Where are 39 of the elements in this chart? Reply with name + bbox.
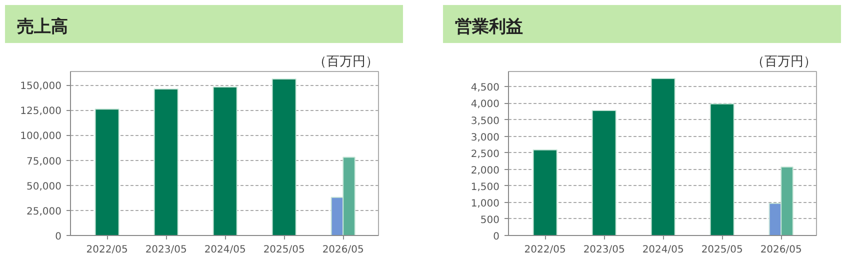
y-tick-label: 125,000	[20, 106, 62, 118]
y-tick-label: 4,000	[470, 99, 500, 110]
y-axis-title: （百万円）	[314, 54, 378, 70]
y-tick-label: 500	[480, 214, 500, 226]
x-tick-label: 2022/05	[86, 244, 128, 256]
y-tick-label: 2,000	[470, 165, 500, 176]
x-tick-label: 2026/05	[760, 244, 802, 256]
chart-title: 営業利益	[455, 16, 523, 39]
x-tick-label: 2023/05	[583, 244, 625, 256]
bar	[710, 103, 734, 236]
x-tick-label: 2024/05	[642, 244, 684, 256]
bar	[532, 149, 558, 236]
chart-title: 売上高	[17, 16, 68, 39]
y-tick-label: 3,000	[470, 132, 500, 144]
y-tick-label: 4,500	[470, 82, 500, 94]
y-tick-label: 75,000	[26, 156, 62, 168]
x-tick-label: 2025/05	[701, 244, 743, 256]
bar	[154, 88, 178, 236]
x-tick-label: 2025/05	[263, 244, 305, 256]
y-tick-label: 3,500	[470, 116, 500, 127]
bar	[212, 86, 238, 236]
y-tick-label: 50,000	[26, 181, 62, 192]
bar	[94, 108, 120, 236]
bar	[592, 110, 616, 236]
y-tick-label: 0	[493, 232, 500, 242]
y-tick-label: 100,000	[20, 131, 62, 142]
y-tick-label: 150,000	[20, 81, 62, 92]
y-tick-label: 1,500	[470, 182, 500, 193]
bar	[272, 78, 296, 236]
x-tick-label: 2026/05	[322, 244, 364, 256]
x-tick-label: 2022/05	[524, 244, 566, 256]
y-tick-label: 2,500	[470, 148, 500, 160]
x-tick-label: 2023/05	[145, 244, 187, 256]
x-tick-label: 2024/05	[204, 244, 246, 256]
y-tick-label: 0	[55, 232, 62, 242]
y-tick-label: 1,000	[470, 198, 500, 210]
y-tick-label: 25,000	[26, 206, 62, 218]
bar	[650, 78, 676, 236]
y-axis-title: （百万円）	[752, 54, 816, 70]
